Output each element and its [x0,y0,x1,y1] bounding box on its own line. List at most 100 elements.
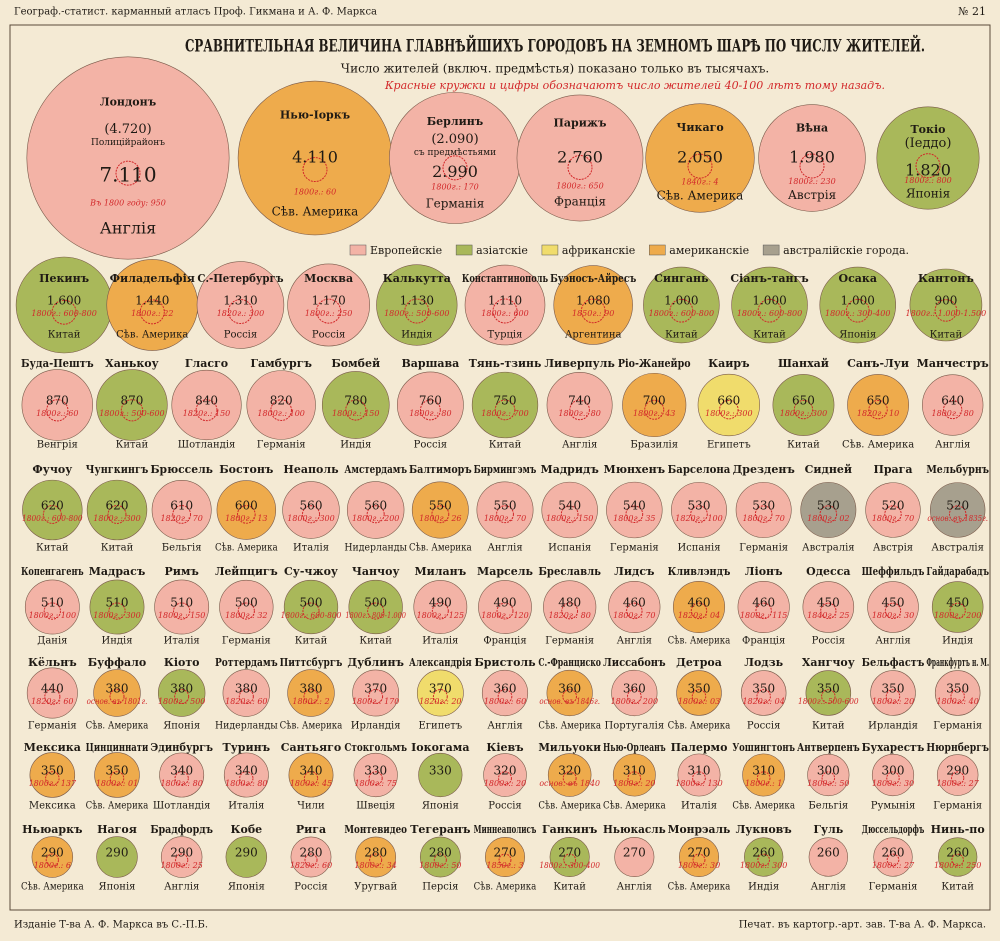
city-country: Сѣв. Америка [657,189,744,203]
city-country: Германiя [739,543,788,554]
city-name: Пекинъ [39,272,90,285]
city-pop: 350 [688,682,711,696]
city-old: 1800г.: 35 [613,514,655,523]
city-name: Кобе [230,823,262,836]
old-ring [369,853,383,867]
city-country: Англiя [617,882,652,893]
city-pop: 280 [429,846,452,860]
city-name: Санъ-Луи [847,357,909,370]
city-name: Римъ [164,565,199,578]
city-old: 1800г.: 600-800 [22,514,83,523]
city-old: 1800г.: 600-800 [737,309,802,318]
city-old: 1800г.: 300 [740,861,787,870]
old-ring [43,602,61,620]
city-circle [418,752,463,798]
legend-swatch [455,244,473,256]
old-ring [404,298,430,324]
city-name: Миланъ [414,565,466,578]
city-old: 1800г.: 30 [872,779,914,788]
city-circle [871,753,915,797]
city-pop: 300 [817,764,840,778]
city-old: основ. въ 1835г. [927,514,988,523]
city-old: 1820г.: 80 [548,611,590,620]
city-old: 1800г.: 300 [93,611,140,620]
city-country: Сѣв. Америка [603,801,666,812]
city-country: Австрiя [873,543,913,554]
city-pop: 2.050 [677,148,723,167]
city-name: Гамбургъ [250,357,312,370]
city-circle [672,580,726,634]
old-ring [755,602,772,620]
old-ring [948,505,967,523]
city-country: Англiя [935,440,970,451]
city-name: Ньюкасль [603,823,666,836]
city-old: 1820г.: 60 [31,697,73,706]
city-circle [464,264,546,346]
city-pop: 510 [170,596,193,610]
city-old: 1800г.: 500 [158,697,205,706]
city-circle [867,581,919,633]
city-old: 1800г.: 100 [29,611,76,620]
city-country: Швецiя [356,801,395,812]
city-pop: 1.820 [905,161,951,180]
city-name: Тегеранъ [410,823,471,836]
city-pop: 380 [300,682,323,696]
city-old: основ. въ 1801г. [87,697,148,706]
legend-label: азiатскiе [476,244,528,257]
old-ring [669,298,694,323]
city-name: Ханькоу [105,357,159,370]
city-name: Бристоль [474,656,536,669]
city-old: 1800г.: 650 [556,181,603,190]
city-pop: 750 [494,394,517,408]
city-old: 1800г.: 130 [675,779,722,788]
city-circle [376,264,458,346]
city-name: Варшава [401,357,459,370]
city-circle [735,482,792,538]
city-pop: 370 [364,682,387,696]
city-circle [744,837,784,877]
city-country: Францiя [742,636,785,647]
city-name: Питтсбургъ [280,656,343,669]
city-old: 1800г.: 150 [158,611,205,620]
city-old: 1800г.: 20 [872,697,914,706]
city-country: Италiя [164,636,200,647]
city-circle [543,580,597,634]
city-name: Калькутта [383,272,451,285]
old-ring [821,689,836,704]
old-ring [885,689,901,704]
city-circle [290,836,332,878]
city-name: Мексика [24,741,81,754]
city-old: 1800г.: 300-400 [539,861,600,870]
city-pop: 510 [106,596,129,610]
city-old: 1800г.: 500-600 [384,309,449,318]
city-country: Сѣв. Америка [116,330,188,341]
city-pop: 340 [300,764,323,778]
old-ring [757,298,782,323]
city-name: Нинь-по [931,823,985,836]
header-left: Географ.-статист. карманный атласъ Проф.… [14,7,377,18]
city-pop: 2.760 [557,148,603,167]
city-name: Буэносъ-Айресъ [550,272,637,285]
city-old: 1800г.: 30 [678,861,720,870]
city-circle [222,669,271,717]
city-old: 1800г.: 43 [633,409,675,418]
city-circle [676,670,722,716]
city-circle [622,372,687,438]
city-country: Англiя [617,636,652,647]
city-pop: 350 [946,682,969,696]
city-name: Кiото [164,656,200,669]
city-name: Гуль [813,823,843,836]
city-pop: 260 [946,846,969,860]
old-ring [625,505,644,524]
city-pop: 300 [882,764,905,778]
city-circle [288,752,334,798]
city-pop: 660 [717,394,740,408]
city-country: Англiя [562,440,597,451]
city-country: Китай [553,882,586,893]
old-ring [754,505,773,523]
city-name: Парижъ [554,116,607,129]
city-country: Венгрiя [37,440,78,451]
old-ring [431,602,449,620]
city-circle [196,261,285,349]
city-name: Нагоя [97,823,137,836]
